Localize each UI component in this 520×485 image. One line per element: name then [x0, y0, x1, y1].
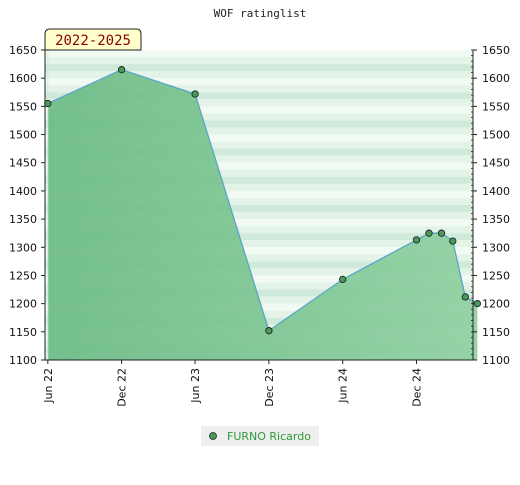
y-tick-label-right: 1300 — [482, 241, 510, 254]
x-tick-label: Dec 24 — [411, 368, 424, 407]
legend-entry: FURNO Ricardo — [227, 430, 311, 443]
y-tick-label-left: 1250 — [9, 269, 37, 282]
grid-band — [45, 92, 473, 100]
grid-band — [45, 233, 473, 241]
grid-band — [45, 99, 473, 107]
grid-band — [45, 141, 473, 149]
grid-band — [45, 71, 473, 79]
data-point — [44, 99, 52, 108]
legend-marker — [209, 432, 217, 440]
y-tick-label-right: 1400 — [482, 185, 510, 198]
grid-band — [45, 190, 473, 198]
grid-band — [45, 261, 473, 269]
y-tick-label-left: 1350 — [9, 213, 37, 226]
y-tick-label-right: 1650 — [482, 44, 510, 57]
grid-band — [45, 282, 473, 290]
y-tick-label-right: 1350 — [482, 213, 510, 226]
x-tick-label: Jun 23 — [189, 368, 202, 404]
x-tick-label: Dec 22 — [116, 368, 129, 407]
data-point — [265, 327, 273, 335]
y-tick-label-left: 1600 — [9, 72, 37, 85]
data-point — [461, 293, 469, 301]
y-tick-label-right: 1200 — [482, 298, 510, 311]
y-tick-label-left: 1100 — [9, 354, 37, 367]
grid-band — [45, 169, 473, 177]
y-tick-label-right: 1100 — [482, 354, 510, 367]
data-point — [425, 229, 433, 237]
data-point — [473, 299, 482, 308]
y-tick-label-left: 1450 — [9, 157, 37, 170]
period-label: 2022-2025 — [55, 33, 131, 49]
grid-band — [45, 254, 473, 262]
y-tick-label-right: 1450 — [482, 157, 510, 170]
y-tick-label-left: 1400 — [9, 185, 37, 198]
y-tick-label-right: 1600 — [482, 72, 510, 85]
x-tick-label: Jun 24 — [337, 368, 350, 404]
grid-band — [45, 247, 473, 255]
data-point — [191, 90, 199, 98]
grid-band — [45, 240, 473, 248]
y-tick-label-left: 1150 — [9, 326, 37, 339]
y-tick-label-right: 1550 — [482, 100, 510, 113]
grid-band — [45, 106, 473, 114]
series-area-fill — [47, 69, 478, 360]
grid-band — [45, 268, 473, 276]
y-tick-label-left: 1500 — [9, 129, 37, 142]
axes: 1100 1100 1150 1150 1200 1200 1250 1250 1300 1300… — [9, 44, 510, 407]
chart-title: WOF ratinglist — [214, 7, 307, 20]
grid-band — [45, 127, 473, 135]
legend: FURNO Ricardo — [201, 426, 319, 446]
grid-band — [45, 85, 473, 93]
grid-band — [45, 226, 473, 234]
grid-band — [45, 57, 473, 65]
grid-band — [45, 289, 473, 297]
data-point — [117, 66, 126, 74]
x-tick-label: Jun 22 — [42, 368, 55, 404]
grid-band — [45, 64, 473, 72]
data-point — [449, 237, 457, 245]
y-tick-label-right: 1500 — [482, 129, 510, 142]
x-tick-label: Dec 23 — [263, 368, 276, 407]
series-markers — [44, 66, 482, 335]
y-tick-label-right: 1250 — [482, 269, 510, 282]
y-tick-label-right: 1150 — [482, 326, 510, 339]
grid-band — [45, 162, 473, 170]
data-point — [437, 229, 446, 237]
y-tick-label-left: 1550 — [9, 100, 37, 113]
grid-band — [45, 148, 473, 156]
y-tick-label-left: 1650 — [9, 44, 37, 57]
data-point — [412, 236, 421, 244]
grid-band — [45, 155, 473, 163]
grid-band — [45, 78, 473, 86]
grid-band — [45, 275, 473, 283]
grid-band — [45, 205, 473, 213]
data-point — [339, 275, 347, 284]
grid-band — [45, 183, 473, 191]
grid-band — [45, 50, 473, 58]
grid-band — [45, 197, 473, 205]
period-badge: 2022-2025 — [44, 28, 142, 51]
y-tick-label-left: 1300 — [9, 241, 37, 254]
grid-band — [45, 113, 473, 121]
grid-band — [45, 176, 473, 184]
grid-band — [45, 212, 473, 220]
grid-band — [45, 120, 473, 128]
grid-band — [45, 219, 473, 227]
y-tick-label-left: 1200 — [9, 298, 37, 311]
grid-band — [45, 134, 473, 142]
